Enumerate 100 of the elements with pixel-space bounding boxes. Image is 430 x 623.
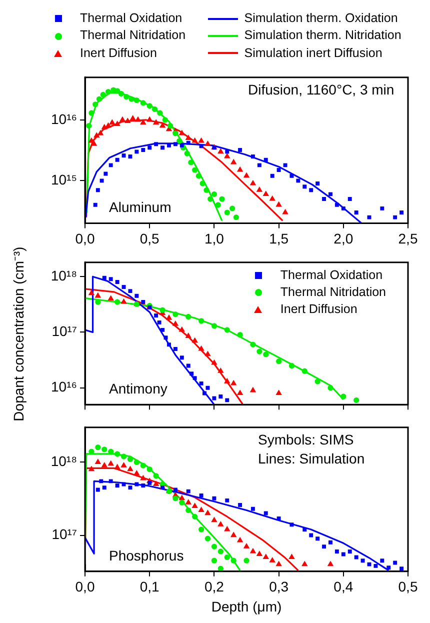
point	[236, 166, 244, 172]
point	[146, 116, 153, 122]
point	[204, 187, 210, 193]
point	[88, 466, 95, 472]
point	[354, 210, 358, 214]
x-tick-label: 0,5	[140, 230, 160, 246]
point	[218, 148, 224, 154]
point	[224, 210, 230, 216]
point	[173, 346, 178, 351]
point	[102, 486, 106, 490]
point	[276, 560, 282, 566]
point	[114, 299, 120, 305]
point	[328, 540, 332, 544]
y-tick-label: 10¹⁶	[51, 110, 77, 127]
point	[152, 119, 160, 124]
point	[141, 148, 146, 152]
point	[178, 326, 186, 332]
point	[160, 146, 164, 150]
point	[316, 536, 320, 541]
point	[96, 188, 100, 192]
point	[257, 163, 262, 168]
y-axis-title: Dopant concentration (cm⁻³)	[10, 246, 28, 421]
point	[180, 356, 184, 360]
point	[172, 320, 179, 326]
point	[276, 516, 281, 520]
point	[101, 124, 108, 130]
point	[276, 168, 281, 172]
point	[250, 548, 256, 554]
point	[341, 552, 346, 556]
point	[348, 549, 352, 554]
y-tick-label: 10¹⁸	[50, 267, 78, 284]
point	[302, 528, 307, 532]
point	[224, 378, 230, 384]
point	[134, 294, 139, 298]
point	[322, 197, 326, 201]
x-tick-label: 2,0	[334, 230, 354, 246]
point	[179, 500, 185, 506]
point	[288, 362, 295, 369]
point	[204, 536, 211, 542]
point	[148, 481, 152, 485]
point	[230, 532, 237, 538]
point	[186, 364, 190, 368]
point	[152, 480, 160, 486]
point	[146, 466, 152, 472]
point	[101, 462, 108, 468]
point	[166, 314, 172, 320]
annotation: Aluminum	[109, 199, 172, 216]
annotation: Lines: Simulation	[258, 450, 365, 466]
point	[198, 137, 204, 143]
point	[124, 118, 131, 124]
point	[262, 190, 269, 196]
point	[212, 496, 216, 500]
point	[236, 390, 244, 396]
x-tick-label: 2,5	[398, 230, 418, 246]
point	[215, 202, 221, 208]
point	[386, 566, 391, 570]
point	[119, 116, 126, 122]
annotation: Phosphorus	[109, 547, 184, 564]
point	[262, 554, 269, 560]
point	[224, 554, 230, 560]
point	[167, 122, 174, 129]
point	[188, 160, 194, 166]
point	[134, 459, 140, 466]
y-tick-label: 10¹⁷	[52, 323, 77, 340]
point	[341, 206, 346, 210]
point	[288, 554, 295, 560]
point	[211, 323, 217, 329]
point	[108, 460, 114, 466]
point	[96, 96, 102, 102]
point	[88, 290, 95, 296]
point	[94, 458, 102, 464]
point	[140, 100, 146, 106]
point	[225, 150, 230, 154]
point	[167, 342, 171, 347]
point	[250, 386, 256, 392]
point	[200, 180, 206, 186]
point	[95, 444, 101, 450]
point	[256, 348, 262, 354]
point	[192, 167, 198, 173]
x-tick-label: 0,0	[75, 578, 95, 595]
point	[104, 172, 108, 176]
point	[309, 188, 314, 192]
point	[185, 332, 192, 338]
point	[108, 295, 114, 301]
x-tick-label: 0,2	[204, 578, 224, 595]
point	[314, 378, 320, 384]
point	[153, 473, 159, 479]
point	[154, 142, 158, 146]
point	[250, 506, 255, 511]
point	[127, 466, 134, 472]
point	[94, 132, 100, 138]
point	[218, 520, 224, 526]
point	[94, 292, 102, 298]
point	[198, 526, 204, 532]
point	[173, 142, 178, 146]
point	[238, 502, 242, 507]
annotation: Antimony	[109, 380, 168, 396]
point	[176, 138, 182, 144]
point	[225, 398, 230, 402]
point	[185, 134, 192, 140]
